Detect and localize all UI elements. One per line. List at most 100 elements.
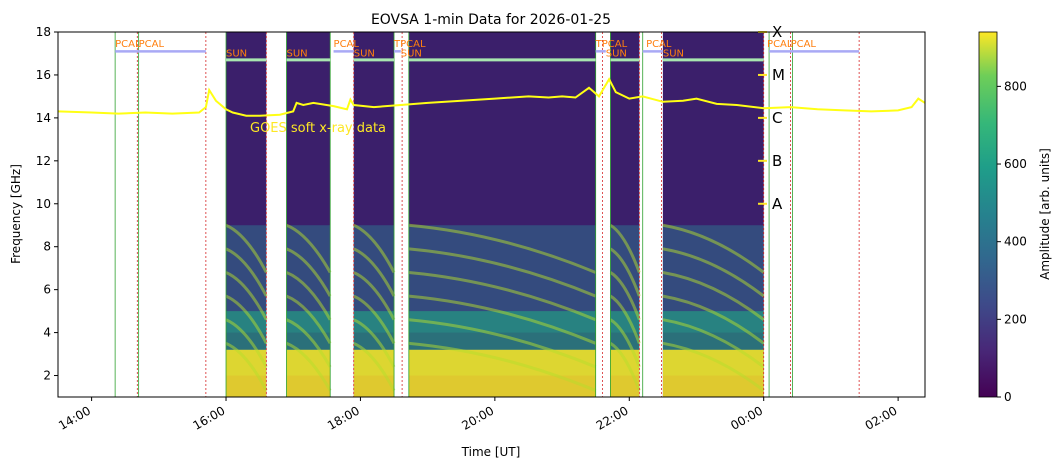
- x-tick-label: 02:00: [863, 403, 900, 432]
- block-fringe: [353, 271, 396, 321]
- x-tick-label: 14:00: [56, 403, 93, 432]
- spectrogram-block-4: [609, 32, 641, 397]
- block-fringe: [662, 318, 765, 369]
- colorbar-tick-label: 800: [1004, 79, 1027, 93]
- block-fringe: [225, 223, 268, 274]
- block-fringe: [662, 341, 765, 392]
- block-fringe: [225, 294, 268, 345]
- scan-label-13: PCAL: [791, 39, 817, 50]
- x-tick-label: 20:00: [459, 403, 496, 432]
- x-axis: 14:00 16:00 18:00 20:00 22:00 00:00 02:00: [56, 397, 900, 433]
- block-fringe: [408, 223, 597, 274]
- scan-label-3: SUN: [287, 49, 308, 60]
- spectrogram-blocks: [225, 32, 765, 397]
- scan-label-2: SUN: [226, 49, 247, 60]
- scan-label-6: TPCAL: [393, 39, 426, 50]
- block-fringe: [285, 341, 332, 392]
- goes-data-label: GOES soft x-ray data: [250, 121, 386, 136]
- block-fringe: [609, 294, 641, 344]
- block-fringe: [662, 223, 765, 274]
- colorbar-tick-label: 0: [1004, 390, 1012, 404]
- spectrogram-block-0: [225, 32, 268, 397]
- plot-area: [58, 32, 925, 397]
- spectrogram-block-3: [408, 32, 597, 397]
- scan-label-7: SUN: [401, 49, 422, 60]
- block-fringe: [408, 247, 597, 298]
- x-tick-label: 18:00: [325, 403, 362, 432]
- scan-label-5: SUN: [354, 49, 375, 60]
- scan-label-11: SUN: [663, 49, 684, 60]
- goes-xray-curve: [58, 77, 925, 117]
- colorbar-tick-label: 400: [1004, 235, 1027, 249]
- block-fringe: [285, 294, 332, 345]
- chart-title: EOVSA 1-min Data for 2026-01-25: [371, 12, 611, 28]
- block-fringe: [609, 318, 641, 368]
- scan-label-8: TPCAL: [595, 39, 628, 50]
- y-tick-label: 4: [43, 326, 51, 340]
- colorbar: [978, 31, 998, 398]
- x-tick-label: 16:00: [191, 403, 228, 432]
- y-tick-label: 12: [36, 154, 51, 168]
- colorbar-ticks: 0 200 400 600 800: [997, 79, 1027, 404]
- block-fringe: [662, 247, 765, 298]
- goes-class-label-C: C: [772, 109, 782, 127]
- colorbar-tick-label: 200: [1004, 312, 1027, 326]
- scan-label-4: PCAL: [334, 39, 360, 50]
- scan-label-10: PCAL: [646, 39, 672, 50]
- y-tick-label: 8: [43, 240, 51, 254]
- block-fringe: [609, 223, 641, 273]
- scan-label-1: PCAL: [139, 39, 165, 50]
- block-fringe: [662, 294, 765, 345]
- block-fringe: [353, 318, 396, 368]
- scan-label-9: SUN: [606, 49, 627, 60]
- x-axis-label: Time [UT]: [461, 445, 521, 459]
- block-fringe: [353, 247, 396, 297]
- y-tick-label: 6: [43, 283, 51, 297]
- block-fringe: [353, 341, 396, 392]
- block-fringe: [225, 341, 268, 392]
- block-fringe: [609, 271, 641, 321]
- block-fringe: [408, 318, 597, 369]
- scan-label-0: PCAL: [115, 39, 141, 50]
- y-axis: 2 4 6 8 10 12 14 16 18: [36, 25, 58, 383]
- block-fringe: [285, 318, 332, 368]
- x-tick-label: 00:00: [728, 403, 765, 432]
- block-fringe: [285, 271, 332, 321]
- goes-class-label-A: A: [772, 195, 783, 213]
- spectrogram-block-5: [662, 32, 765, 397]
- block-fringe: [609, 342, 641, 392]
- spectrogram-block-2: [353, 32, 396, 397]
- x-tick-label: 22:00: [594, 403, 631, 432]
- scan-label-12: PCAL: [767, 39, 793, 50]
- plot-frame: [57, 31, 926, 398]
- block-fringe: [225, 271, 268, 321]
- block-fringe: [353, 223, 396, 274]
- y-tick-label: 10: [36, 197, 51, 211]
- goes-class-label-B: B: [772, 152, 782, 170]
- colorbar-label: Amplitude [arb. units]: [1038, 148, 1052, 280]
- y-tick-label: 18: [36, 25, 51, 39]
- colorbar-tick-label: 600: [1004, 157, 1027, 171]
- goes-class-label-M: M: [772, 66, 785, 84]
- y-tick-label: 14: [36, 111, 51, 125]
- block-fringe: [408, 294, 597, 345]
- scan-boundary-lines: [114, 32, 860, 397]
- block-fringe: [285, 247, 332, 297]
- spectrogram-block-1: [285, 32, 332, 397]
- block-fringe: [662, 270, 765, 321]
- block-fringe: [285, 223, 332, 274]
- y-axis-label: Frequency [GHz]: [9, 164, 23, 264]
- y-tick-label: 16: [36, 68, 51, 82]
- block-fringe: [225, 247, 268, 297]
- block-fringe: [408, 270, 597, 322]
- block-fringe: [408, 341, 597, 392]
- block-fringe: [609, 247, 641, 297]
- scan-bars: [115, 50, 860, 62]
- y-tick-label: 2: [43, 369, 51, 383]
- block-bright-band: [408, 349, 596, 397]
- block-fringe: [225, 318, 268, 368]
- block-bright-band: [662, 349, 764, 397]
